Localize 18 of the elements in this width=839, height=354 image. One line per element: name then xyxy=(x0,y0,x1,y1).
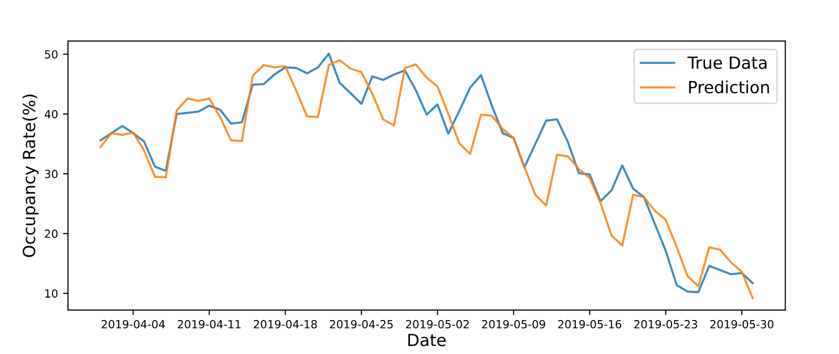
y-tick-label: 40 xyxy=(44,110,58,118)
y-tick-label: 50 xyxy=(44,50,58,59)
x-tick-label: 2019-05-23 xyxy=(634,320,698,328)
x-tick-label: 2019-04-25 xyxy=(330,320,393,328)
x-tick-label: 2019-04-11 xyxy=(178,320,241,328)
y-axis-title: Occupancy Rate(%) xyxy=(22,94,39,258)
x-tick-label: 2019-04-04 xyxy=(102,320,165,328)
y-tick-label: 30 xyxy=(44,170,58,178)
y-tick-label: 20 xyxy=(44,230,58,238)
x-axis-title: Date xyxy=(408,334,446,346)
y-tick-label: 10 xyxy=(45,289,58,298)
legend-label: True Data xyxy=(687,56,766,69)
x-tick-label: 2019-04-18 xyxy=(254,320,317,328)
x-tick-label: 2019-05-09 xyxy=(482,320,546,328)
legend-label: Prediction xyxy=(689,80,769,94)
x-tick-label: 2019-05-30 xyxy=(710,320,774,328)
x-tick-label: 2019-05-16 xyxy=(558,320,622,328)
x-tick-label: 2019-05-02 xyxy=(406,320,469,328)
